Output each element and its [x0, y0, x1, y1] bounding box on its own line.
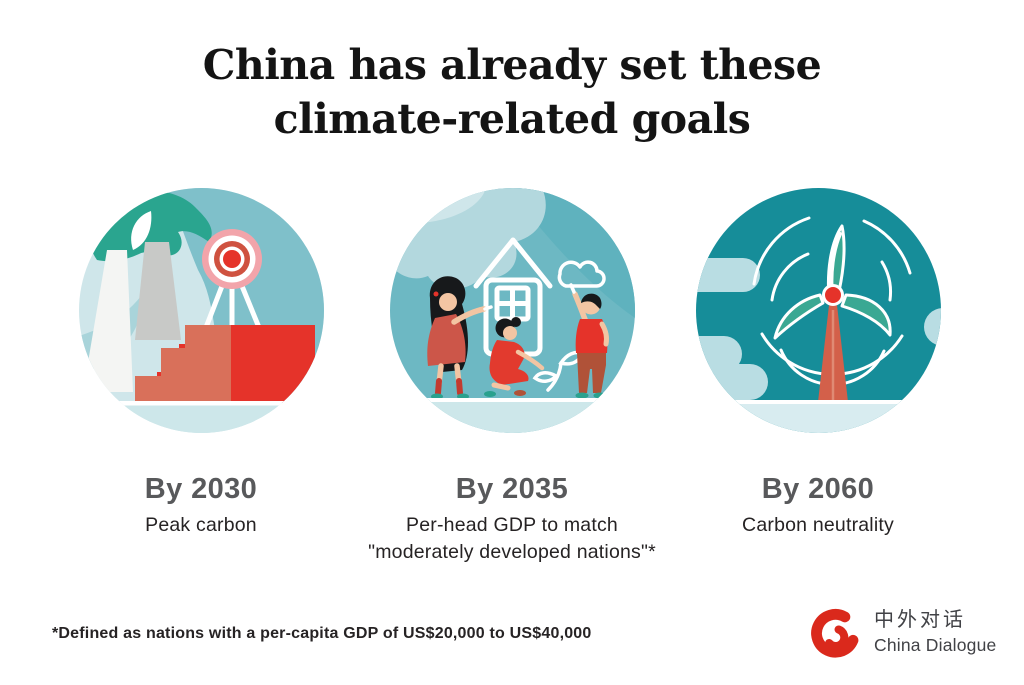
- factory-target-icon: [79, 188, 324, 433]
- woman-figure: [427, 276, 493, 400]
- goal-2035-label: By 2035 Per-head GDP to match "moderatel…: [332, 473, 692, 565]
- ground: [79, 405, 324, 433]
- bullseye-target: [202, 229, 262, 289]
- page-title: China has already set these climate-rela…: [0, 38, 1024, 146]
- footnote: *Defined as nations with a per-capita GD…: [52, 625, 592, 642]
- goal-2060-description: Carbon neutrality: [742, 514, 894, 536]
- boy-figure: [569, 283, 609, 399]
- ground: [390, 402, 635, 433]
- ground: [696, 404, 941, 433]
- goal-2060-year: By 2060: [761, 473, 875, 505]
- target-legs: [202, 283, 263, 333]
- china-dialogue-logo: 中外对话 China Dialogue: [808, 604, 996, 661]
- chimney-white: [83, 250, 133, 392]
- wind-turbine-icon: [696, 188, 941, 433]
- goal-2035-illustration: [390, 188, 635, 433]
- goal-2030-label: By 2030 Peak carbon: [21, 473, 381, 539]
- salmon-staircase: [135, 325, 231, 403]
- ground-line: [79, 401, 324, 406]
- ground-line: [696, 400, 941, 404]
- logo-chinese-name: 中外对话: [874, 609, 966, 631]
- children-drawing-icon: [390, 188, 635, 433]
- turbine-hub: [822, 284, 844, 306]
- logo-text: 中外对话 China Dialogue: [874, 609, 996, 656]
- logo-english-name: China Dialogue: [874, 635, 997, 655]
- goal-2030-year: By 2030: [144, 473, 258, 505]
- china-dialogue-logo-mark-icon: [811, 608, 859, 658]
- title-line-2: climate-related goals: [273, 95, 751, 144]
- smoke-highlight: [131, 211, 152, 250]
- chimney-gray: [135, 242, 181, 340]
- goal-2030-description: Peak carbon: [145, 514, 257, 536]
- goal-2030-illustration: [79, 188, 324, 433]
- goal-2035-description-line-2: "moderately developed nations"*: [368, 540, 656, 563]
- goal-2035-description-line-1: Per-head GDP to match: [406, 514, 618, 536]
- goal-2035-year: By 2035: [455, 473, 569, 505]
- goal-2060-illustration: [696, 188, 941, 433]
- goal-2035-description: Per-head GDP to match "moderately develo…: [332, 512, 692, 565]
- goal-2060-label: By 2060 Carbon neutrality: [638, 473, 998, 539]
- chalk-house: [473, 237, 553, 357]
- title-line-1: China has already set these: [202, 41, 822, 89]
- cloud-outline-icon: [557, 260, 606, 288]
- kneeling-girl-figure: [484, 317, 545, 397]
- ground-line: [390, 398, 635, 402]
